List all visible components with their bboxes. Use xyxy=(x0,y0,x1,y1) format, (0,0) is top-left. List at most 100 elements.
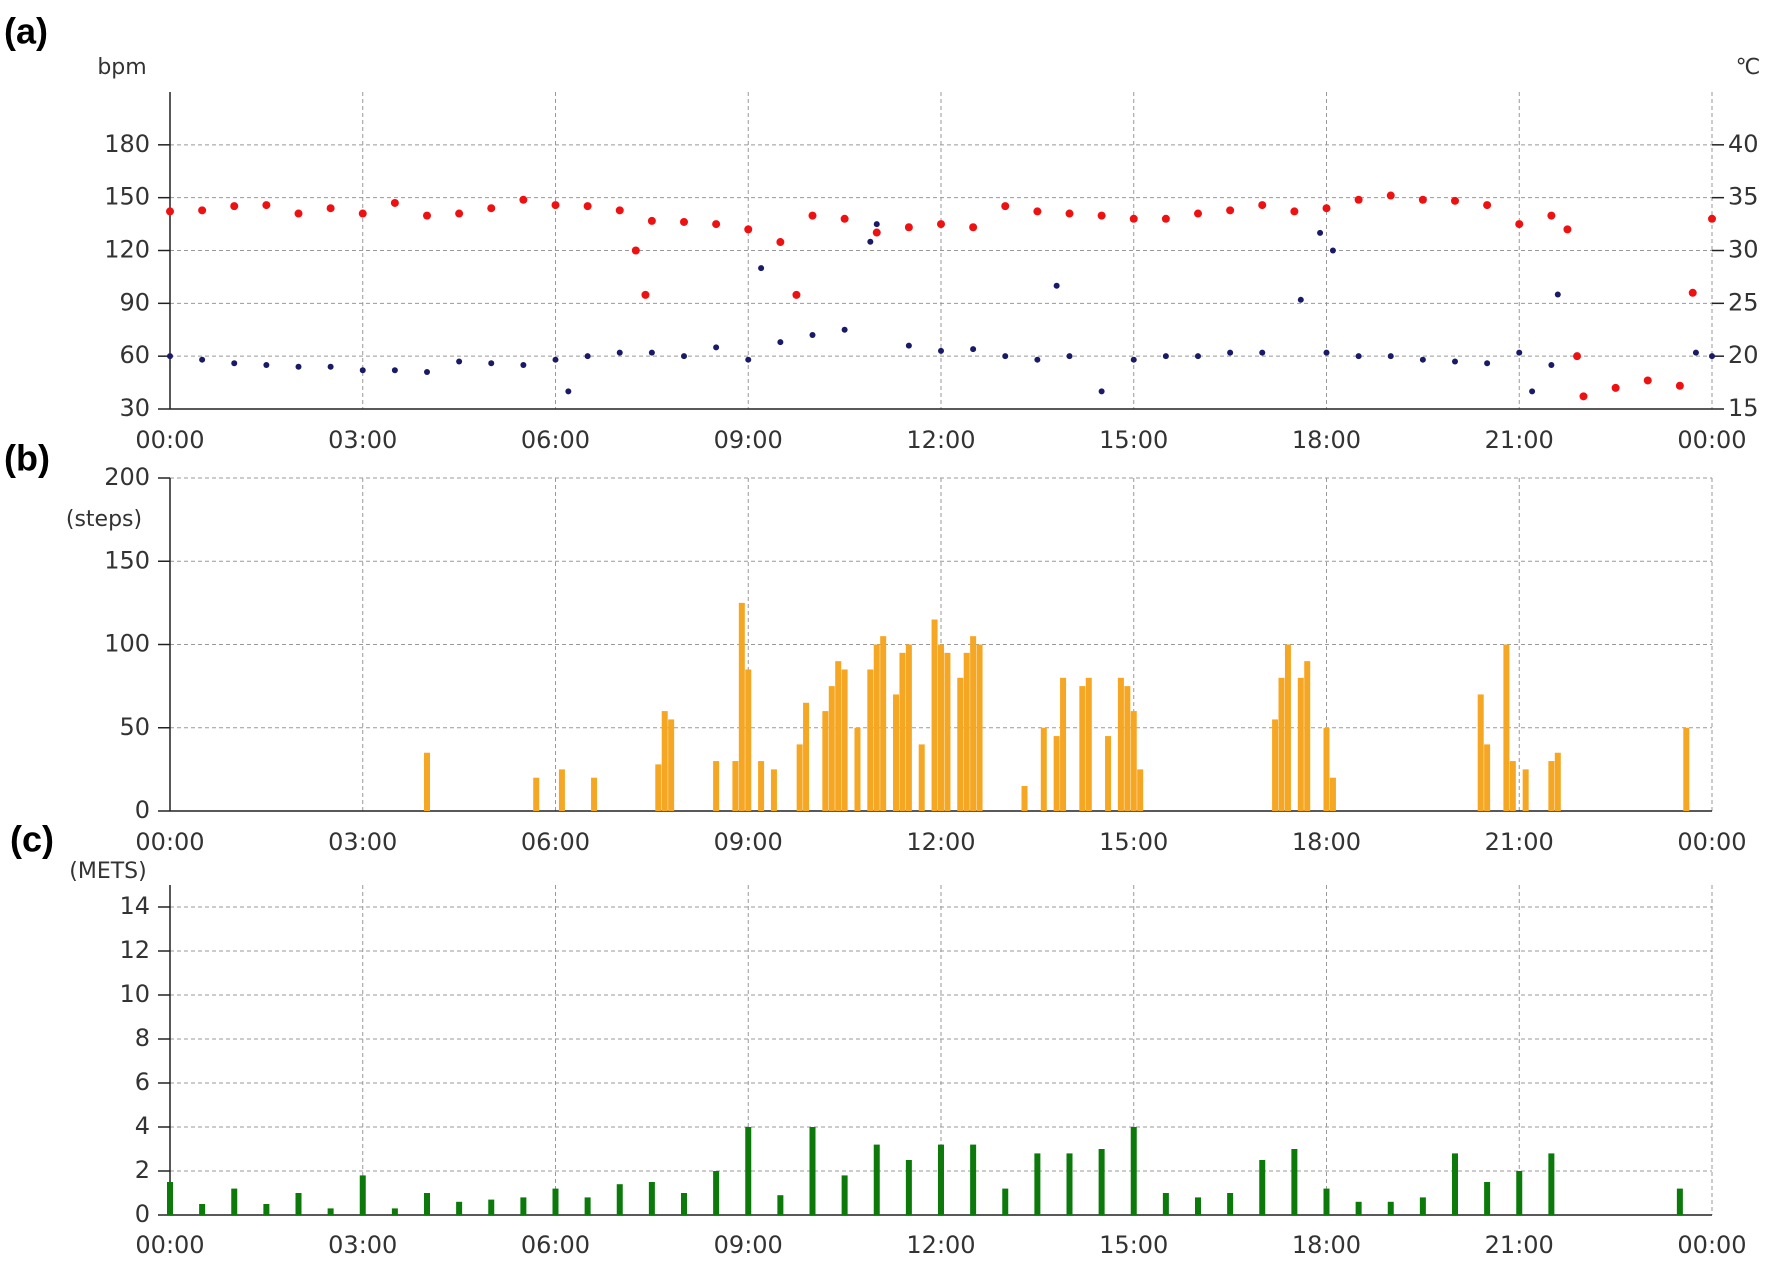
data-point xyxy=(423,211,431,220)
data-point xyxy=(873,221,880,228)
data-point xyxy=(1386,191,1395,200)
data-point xyxy=(680,217,688,226)
y-tick-label: 0 xyxy=(135,1200,150,1228)
data-point xyxy=(712,220,721,229)
bar xyxy=(841,1175,848,1215)
data-point xyxy=(713,344,720,351)
x-tick-label: 09:00 xyxy=(714,426,783,454)
bar xyxy=(668,719,675,811)
bar xyxy=(1002,1188,1009,1215)
y2-tick-label: 40 xyxy=(1728,130,1759,158)
bar xyxy=(1676,1188,1683,1215)
bar xyxy=(424,1193,430,1215)
data-point xyxy=(1452,358,1458,365)
bar xyxy=(841,669,848,811)
data-point xyxy=(1418,195,1427,204)
bar xyxy=(1291,1149,1298,1215)
y-tick-label: 8 xyxy=(135,1024,150,1052)
bar xyxy=(1034,1153,1041,1215)
x-tick-label: 18:00 xyxy=(1292,1231,1361,1259)
data-point xyxy=(840,214,849,223)
x-tick-label: 00:00 xyxy=(135,828,204,856)
bar xyxy=(520,1197,527,1215)
x-tick-label: 06:00 xyxy=(521,828,590,856)
data-point xyxy=(1098,388,1105,395)
bar xyxy=(1509,761,1516,811)
bar xyxy=(1272,719,1279,811)
data-point xyxy=(1643,376,1652,385)
y-tick-label: 10 xyxy=(119,980,150,1008)
bar xyxy=(1548,761,1555,811)
data-point xyxy=(1097,211,1106,220)
data-point xyxy=(1297,296,1304,303)
bar xyxy=(1040,727,1047,811)
y-tick-label: 150 xyxy=(104,183,150,211)
data-point xyxy=(390,198,399,207)
bar xyxy=(803,702,810,811)
bar xyxy=(918,744,925,811)
x-tick-label: 09:00 xyxy=(714,828,783,856)
data-point xyxy=(488,360,495,367)
y-axis-label: bpm xyxy=(97,55,146,80)
y-tick-label: 30 xyxy=(119,394,150,422)
bar xyxy=(1329,777,1336,811)
data-point xyxy=(166,207,174,216)
data-point xyxy=(1355,353,1362,360)
data-point xyxy=(809,332,816,339)
data-point xyxy=(1290,207,1299,216)
x-tick-label: 00:00 xyxy=(135,1231,204,1259)
data-point xyxy=(792,290,801,299)
bar xyxy=(661,711,668,811)
bar xyxy=(899,652,906,811)
data-point xyxy=(1708,214,1716,223)
bar xyxy=(1323,1188,1330,1215)
data-point xyxy=(745,356,752,363)
data-point xyxy=(1547,211,1556,220)
data-point xyxy=(648,349,655,356)
bar xyxy=(732,761,739,811)
bar xyxy=(1477,694,1484,811)
bar xyxy=(295,1193,302,1215)
bar xyxy=(1130,711,1137,811)
data-point xyxy=(1066,353,1073,360)
bar xyxy=(867,669,874,811)
bar xyxy=(655,764,662,811)
bar xyxy=(1548,1153,1555,1215)
data-point xyxy=(1692,349,1699,356)
data-point xyxy=(1161,214,1170,223)
y-tick-label: 180 xyxy=(104,130,150,158)
bar xyxy=(1098,1149,1105,1215)
data-point xyxy=(758,265,765,272)
bar xyxy=(1195,1197,1201,1215)
bar xyxy=(391,1208,398,1215)
data-point xyxy=(1034,356,1041,363)
bar xyxy=(854,727,861,811)
bar xyxy=(1304,661,1311,811)
data-point xyxy=(424,369,430,376)
bar xyxy=(584,1197,591,1215)
data-point xyxy=(263,361,270,368)
y-tick-label: 4 xyxy=(135,1112,150,1140)
data-point xyxy=(1579,392,1588,401)
y2-tick-label: 35 xyxy=(1728,183,1759,211)
bar xyxy=(681,1193,687,1215)
data-point xyxy=(1227,349,1234,356)
data-point xyxy=(326,204,335,213)
data-point xyxy=(1322,204,1331,213)
data-point xyxy=(1563,225,1572,234)
y-tick-label: 2 xyxy=(135,1156,150,1184)
bar xyxy=(873,1144,880,1215)
data-point xyxy=(1387,353,1394,360)
y-tick-label: 6 xyxy=(135,1068,150,1096)
bar xyxy=(231,1188,238,1215)
bar xyxy=(1137,769,1144,811)
y2-tick-label: 25 xyxy=(1728,288,1759,316)
x-tick-label: 18:00 xyxy=(1292,426,1361,454)
bar xyxy=(758,761,765,811)
bar xyxy=(359,1175,366,1215)
data-point xyxy=(1484,360,1491,367)
data-point xyxy=(565,388,572,395)
data-point xyxy=(1033,207,1042,216)
bar xyxy=(713,761,720,811)
